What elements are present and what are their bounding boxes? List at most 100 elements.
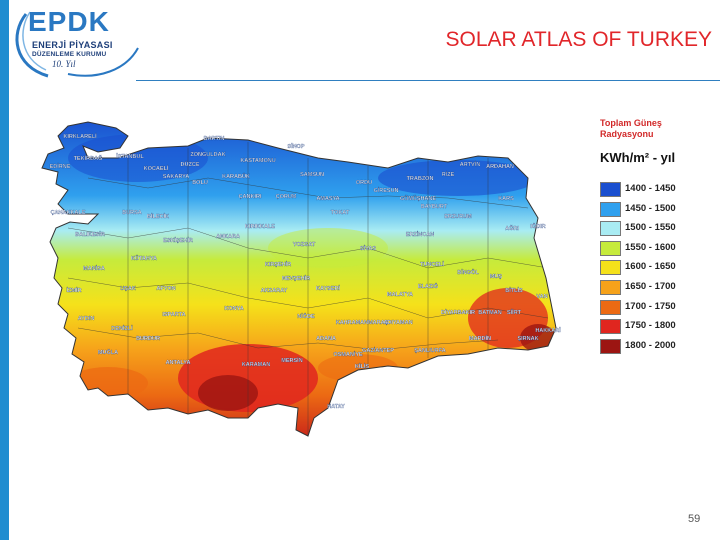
province-label: ŞIRNAK — [517, 336, 538, 342]
province-borders — [67, 142, 549, 436]
legend-label: 1750 - 1800 — [625, 320, 676, 332]
legend-label: 1500 - 1550 — [625, 222, 676, 234]
province-label: ELAZIĞ — [418, 282, 438, 290]
legend-label: 1550 - 1600 — [625, 241, 676, 253]
province-label: BİTLİS — [505, 287, 523, 294]
province-label: İZMİR — [67, 287, 82, 294]
province-label: KARABÜK — [222, 173, 250, 180]
province-label: İSTANBUL — [116, 153, 144, 160]
province-label: GAZİANTEP — [362, 347, 394, 354]
province-label: ANKARA — [216, 234, 240, 240]
legend-label: 1800 - 2000 — [625, 339, 676, 351]
province-label: AĞRI — [505, 224, 519, 232]
logo-signature: 10. Yıl — [52, 59, 76, 69]
province-label: ESKİŞEHİR — [163, 237, 193, 244]
legend-swatch — [600, 240, 621, 256]
legend-swatch — [600, 299, 621, 315]
province-label: YOZGAT — [293, 242, 316, 248]
province-label: BATMAN — [478, 310, 501, 316]
province-label: UŞAK — [120, 286, 136, 292]
province-label: KASTAMONU — [240, 158, 275, 164]
province-label: TRABZON — [407, 176, 434, 182]
legend-label: 1600 - 1650 — [625, 261, 676, 273]
province-label: ERZİNCAN — [406, 231, 434, 238]
province-label: SİNOP — [287, 143, 304, 150]
province-label: KAYSERİ — [316, 285, 340, 292]
left-accent-bar — [0, 0, 9, 540]
province-label: ÇORUM — [276, 194, 297, 200]
province-label: BURDUR — [136, 336, 160, 342]
province-label: MUĞLA — [98, 348, 118, 356]
province-label: KİLİS — [355, 363, 369, 370]
province-label: DÜZCE — [181, 161, 200, 168]
province-label: EDİRNE — [50, 163, 71, 170]
province-label: KONYA — [224, 306, 243, 312]
province-label: BOLU — [192, 180, 208, 186]
province-label: DİYARBAKIR — [441, 309, 475, 316]
page-number: 59 — [688, 513, 701, 525]
province-label: MUŞ — [490, 274, 503, 280]
province-label: MARDİN — [469, 335, 491, 342]
province-label: DENİZLİ — [111, 325, 133, 332]
province-label: RİZE — [442, 171, 455, 178]
legend-swatch — [600, 338, 621, 354]
legend: Toplam Güneş Radyasyonu KWh/m² - yıl 140… — [592, 114, 692, 354]
province-label: BAYBURT — [421, 204, 448, 210]
province-label: KAHRAMANMARAŞ — [336, 320, 389, 326]
province-label: NEVŞEHİR — [282, 275, 310, 282]
legend-label: 1650 - 1700 — [625, 280, 676, 292]
epdk-logo: EPDK ENERJİ PİYASASI DÜZENLEME KURUMU 10… — [8, 4, 143, 84]
province-label: BURSA — [122, 210, 142, 216]
province-label: TOKAT — [331, 210, 350, 216]
province-label: TEKİRDAĞ — [74, 154, 103, 162]
legend-swatch — [600, 201, 621, 217]
province-label: ADIYAMAN — [383, 320, 412, 326]
province-label: BALIKESİR — [75, 231, 105, 238]
legend-swatch — [600, 279, 621, 295]
province-label: ARDAHAN — [486, 164, 514, 170]
province-label: KIRŞEHİR — [265, 261, 291, 268]
province-label: SİVAS — [360, 245, 376, 252]
province-label: NİĞDE — [297, 312, 315, 320]
province-label: HAKKARİ — [535, 327, 561, 334]
province-label: AYDIN — [78, 316, 95, 322]
province-label: KOCAELİ — [144, 165, 169, 172]
logo-line-1: ENERJİ PİYASASI — [32, 40, 113, 50]
province-label: AFYON — [156, 286, 175, 292]
legend-label: 1700 - 1750 — [625, 300, 676, 312]
province-label: ORDU — [356, 180, 372, 186]
province-label: KARAMAN — [242, 362, 270, 368]
province-label: MANİSA — [83, 265, 105, 272]
province-label: AKSARAY — [261, 288, 288, 294]
legend-label: 1400 - 1450 — [625, 183, 676, 194]
header-divider — [136, 80, 720, 81]
legend-unit: KWh/m² - yıl — [600, 150, 676, 165]
province-label: SAMSUN — [300, 172, 324, 178]
province-label: KIRKLARELİ — [63, 133, 97, 140]
logo-swoosh-icon — [15, 11, 139, 78]
province-label: AMASYA — [316, 196, 339, 202]
province-label: KARS — [498, 196, 514, 202]
province-label: HATAY — [327, 404, 345, 410]
province-label: IĞDIR — [530, 222, 545, 230]
legend-swatch — [600, 221, 621, 237]
province-label: MERSİN — [281, 357, 302, 364]
legend-label: 1450 - 1500 — [625, 202, 676, 214]
province-label: ARTVİN — [460, 161, 481, 168]
province-label: VAN — [536, 294, 547, 300]
province-label: SİİRT — [507, 309, 522, 316]
province-label: BARTIN — [204, 136, 225, 142]
province-label: MALATYA — [387, 292, 413, 298]
page-title: SOLAR ATLAS OF TURKEY — [445, 28, 712, 51]
province-label: ERZURUM — [444, 214, 472, 220]
province-label: ZONGULDAK — [190, 152, 225, 158]
province-label: ISPARTA — [162, 312, 185, 318]
legend-swatch — [600, 260, 621, 276]
province-label: BİNGÖL — [457, 269, 479, 276]
province-label: SAKARYA — [163, 174, 190, 180]
legend-swatch — [600, 182, 621, 197]
province-label: KIRIKKALE — [245, 224, 275, 230]
legend-title: Toplam Güneş Radyasyonu — [600, 118, 662, 139]
